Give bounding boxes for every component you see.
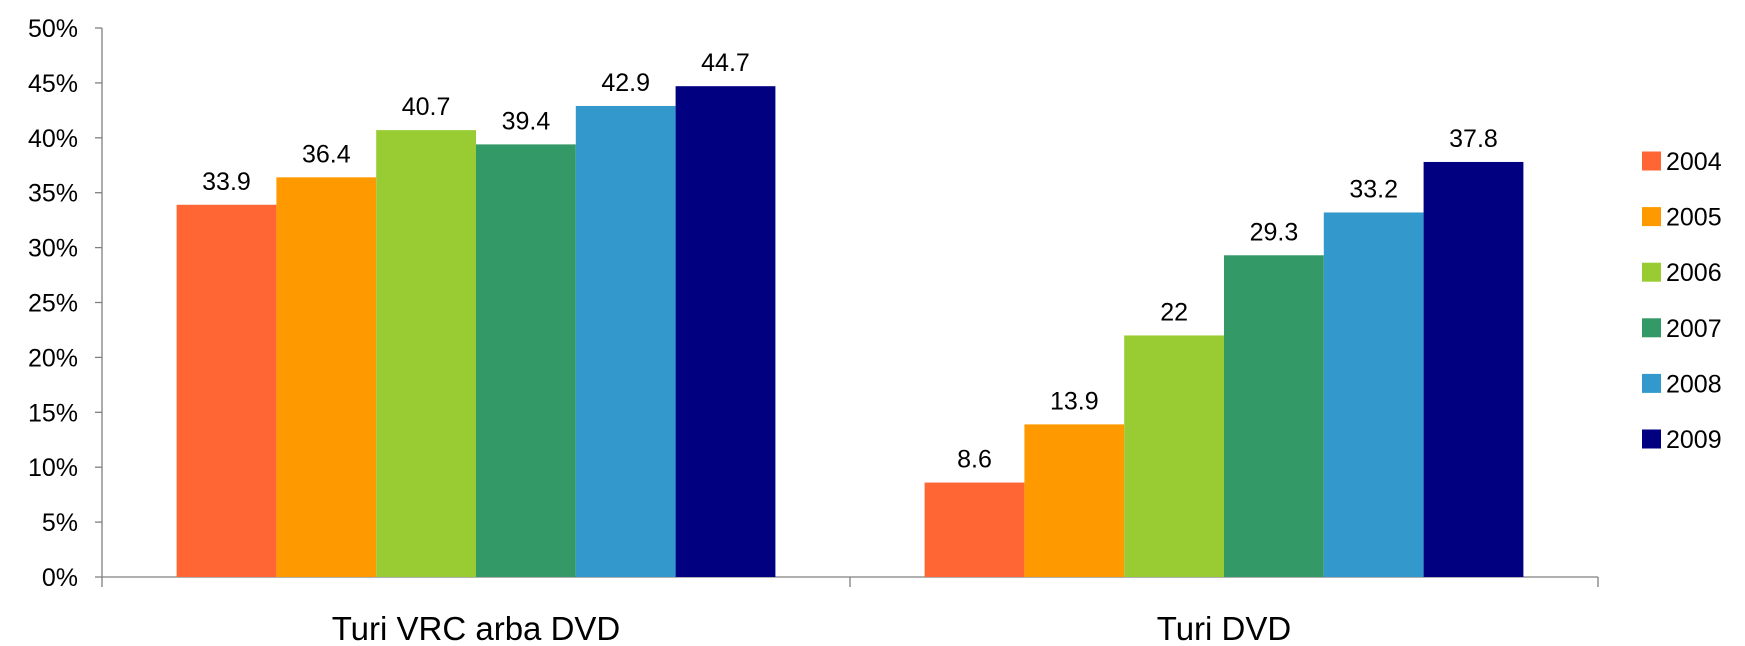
y-tick-label: 45% — [28, 70, 78, 98]
y-tick-label: 10% — [28, 454, 78, 482]
bar-2004 — [924, 482, 1025, 577]
category-label: Turi DVD — [1157, 610, 1291, 646]
data-label: 33.2 — [1349, 175, 1398, 203]
y-tick-label: 15% — [28, 399, 78, 427]
y-tick-label: 35% — [28, 180, 78, 208]
legend-label: 2005 — [1666, 204, 1722, 232]
data-label: 42.9 — [601, 69, 650, 97]
bars — [176, 86, 1524, 578]
legend-swatch — [1642, 318, 1661, 338]
legend-swatch — [1642, 207, 1661, 227]
legend-item-2005: 2005 — [1642, 204, 1722, 232]
legend-swatch — [1642, 262, 1661, 282]
data-label: 39.4 — [502, 107, 551, 135]
category-label: Turi VRC arba DVD — [332, 610, 621, 646]
bar-2006 — [376, 130, 476, 577]
x-axis: Turi VRC arba DVD Turi DVD — [101, 576, 1599, 646]
data-labels: 33.9 36.4 40.7 39.4 42.9 44.7 8.6 13.9 22 29.3 33.… — [202, 49, 1498, 473]
bar-2005 — [1024, 424, 1125, 577]
legend-item-2004: 2004 — [1642, 148, 1722, 176]
data-label: 8.6 — [957, 446, 992, 474]
bar-2008 — [1323, 212, 1424, 578]
y-tick-label: 0% — [42, 564, 78, 592]
y-tick-label: 20% — [28, 344, 78, 372]
bar-2004 — [176, 204, 277, 577]
legend-label: 2009 — [1666, 426, 1722, 454]
data-label: 33.9 — [202, 168, 251, 196]
data-label: 13.9 — [1050, 387, 1099, 415]
y-tick-label: 50% — [28, 15, 78, 43]
legend-item-2009: 2009 — [1642, 426, 1722, 454]
legend-item-2008: 2008 — [1642, 370, 1722, 398]
data-label: 36.4 — [302, 140, 351, 168]
bar-2007 — [1224, 255, 1324, 577]
legend-item-2007: 2007 — [1642, 315, 1722, 343]
legend-swatch — [1642, 373, 1661, 393]
y-axis: 0% 5% 10% 15% 20% 25% 30% 35% 40% 45% 50% — [28, 15, 103, 592]
y-tick-label: 30% — [28, 235, 78, 263]
bar-2009 — [1423, 161, 1524, 577]
y-tick-label: 25% — [28, 290, 78, 318]
bar-2007 — [476, 144, 576, 577]
legend-swatch — [1642, 151, 1661, 171]
data-label: 22 — [1160, 298, 1188, 326]
y-tick-label: 40% — [28, 125, 78, 153]
y-tick-label: 5% — [42, 509, 78, 537]
legend: 2004 2005 2006 2007 2008 2009 — [1642, 148, 1722, 454]
bar-2005 — [276, 177, 377, 577]
bar-2009 — [675, 86, 776, 577]
data-label: 40.7 — [402, 93, 451, 121]
bar-2008 — [575, 105, 676, 577]
bar-2006 — [1124, 335, 1224, 577]
legend-label: 2004 — [1666, 148, 1722, 176]
legend-swatch — [1642, 429, 1661, 449]
legend-item-2006: 2006 — [1642, 259, 1722, 287]
legend-label: 2008 — [1666, 370, 1722, 398]
legend-label: 2007 — [1666, 315, 1722, 343]
data-label: 29.3 — [1250, 218, 1299, 246]
data-label: 37.8 — [1449, 125, 1498, 153]
legend-label: 2006 — [1666, 259, 1722, 287]
data-label: 44.7 — [701, 49, 750, 77]
